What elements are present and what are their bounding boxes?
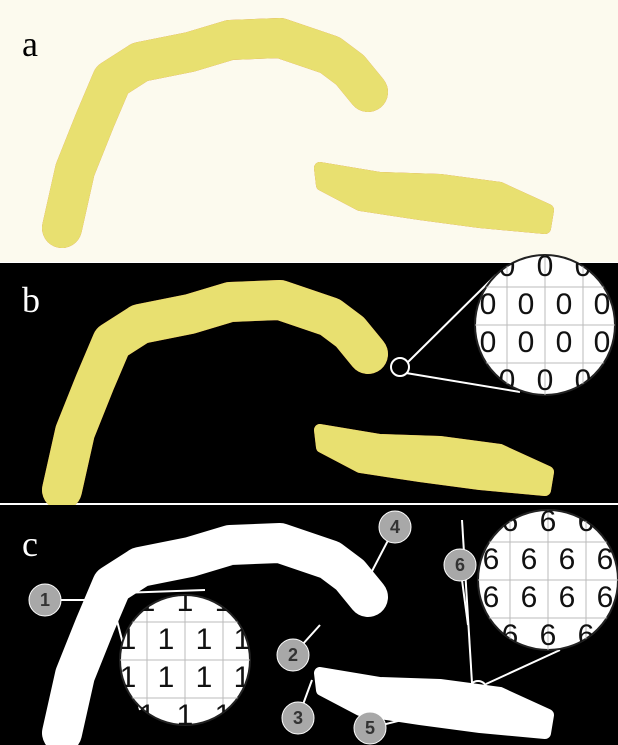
grid-digit: 6	[597, 581, 614, 614]
grid-digit: 1	[196, 661, 213, 694]
grid-digit: 6	[483, 581, 500, 614]
grid-digit: 1	[158, 623, 175, 656]
callout-number: 5	[365, 718, 375, 738]
grid-digit: 6	[559, 581, 576, 614]
grid-digit: 0	[537, 364, 554, 397]
grid-digit: 0	[556, 288, 573, 321]
grid-digit: 1	[196, 623, 213, 656]
grid-digit: 0	[594, 326, 611, 359]
panel-label: b	[22, 280, 40, 320]
grid-digit: 0	[556, 326, 573, 359]
panel-label: c	[22, 524, 38, 564]
panel-label: a	[22, 24, 38, 64]
grid-digit: 6	[521, 543, 538, 576]
figure: a b c 0000000000000011111111111111666666…	[0, 0, 618, 745]
grid-digit: 0	[518, 326, 535, 359]
callout-number: 1	[40, 590, 50, 610]
grid-digit: 1	[158, 661, 175, 694]
callout-number: 6	[455, 555, 465, 575]
grid-digit: 6	[540, 619, 557, 652]
grid-digit: 0	[518, 288, 535, 321]
grid-digit: 0	[480, 326, 497, 359]
grid-digit: 6	[521, 581, 538, 614]
callout-number: 4	[390, 517, 400, 537]
callout-number: 2	[288, 645, 298, 665]
callout-number: 3	[293, 708, 303, 728]
grid-digit: 6	[559, 543, 576, 576]
